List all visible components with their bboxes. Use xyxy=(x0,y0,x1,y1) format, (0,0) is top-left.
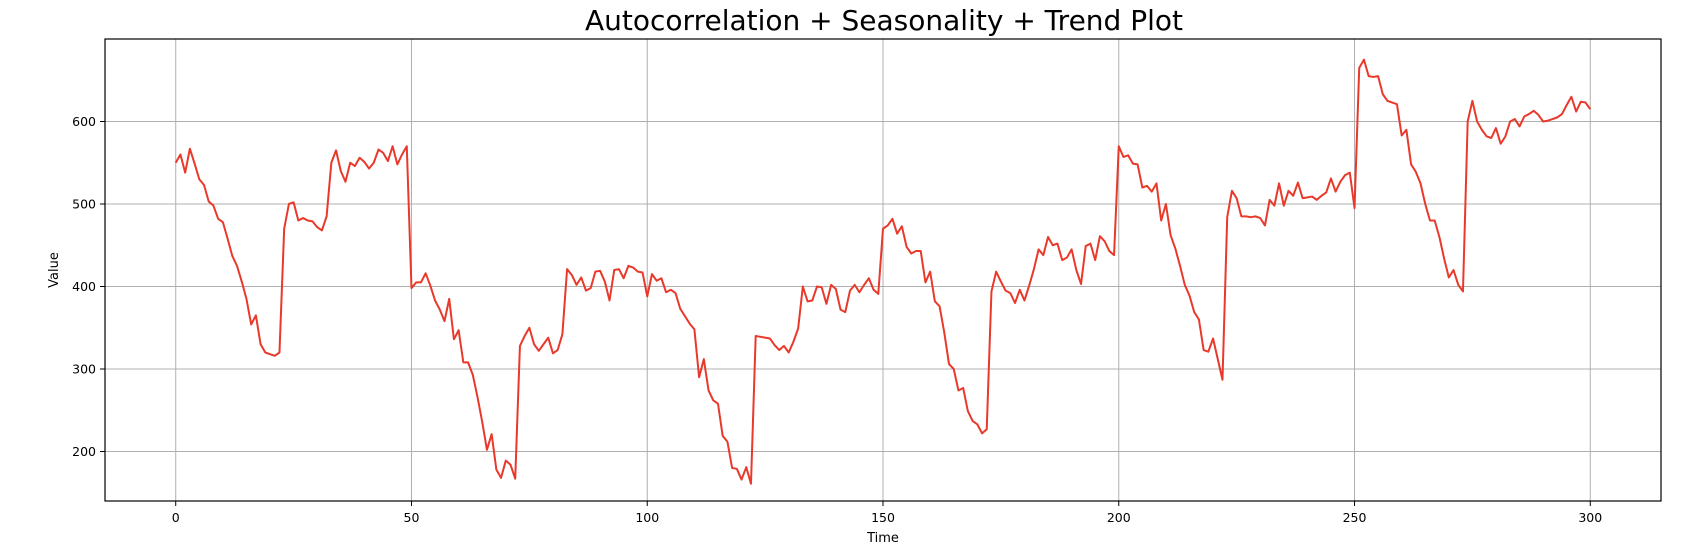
x-tick-label: 100 xyxy=(635,510,659,525)
y-tick-label: 200 xyxy=(72,444,96,459)
y-tick-label: 400 xyxy=(72,279,96,294)
x-tick-label: 50 xyxy=(404,510,420,525)
x-tick-label: 0 xyxy=(172,510,180,525)
chart-title: Autocorrelation + Seasonality + Trend Pl… xyxy=(585,4,1183,37)
y-tick-label: 300 xyxy=(72,362,96,377)
axis-ticks: 0 50 100 150 200 250 300 200 300 400 500 600 xyxy=(72,114,1602,525)
grid-lines xyxy=(105,39,1661,501)
y-axis-label: Value xyxy=(47,252,62,288)
series-line xyxy=(174,58,1592,485)
y-tick-label: 600 xyxy=(72,114,96,129)
x-tick-label: 150 xyxy=(871,510,895,525)
x-tick-label: 200 xyxy=(1107,510,1131,525)
y-tick-label: 500 xyxy=(72,197,96,212)
x-axis-label: Time xyxy=(866,531,899,546)
x-tick-label: 300 xyxy=(1578,510,1602,525)
x-tick-label: 250 xyxy=(1343,510,1367,525)
series-layer xyxy=(174,58,1592,485)
